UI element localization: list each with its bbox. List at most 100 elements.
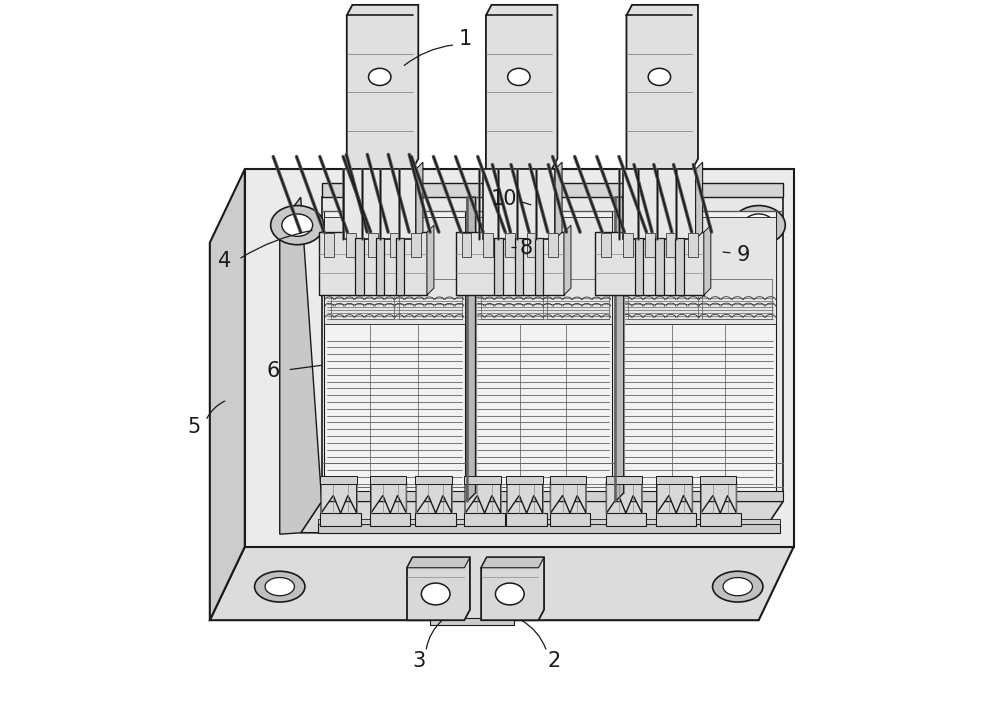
Bar — [623, 233, 633, 258]
Polygon shape — [322, 197, 783, 501]
Bar — [606, 513, 646, 526]
Bar — [535, 238, 543, 295]
Bar — [700, 513, 741, 526]
Bar — [483, 233, 493, 258]
Bar — [376, 238, 384, 295]
Text: 2: 2 — [548, 651, 561, 670]
Bar — [355, 238, 364, 295]
Bar — [320, 524, 457, 531]
Polygon shape — [626, 5, 698, 169]
Polygon shape — [467, 197, 476, 501]
Ellipse shape — [648, 68, 671, 86]
Bar — [494, 238, 503, 295]
Polygon shape — [280, 197, 322, 534]
Bar — [324, 233, 334, 258]
Bar — [464, 513, 505, 526]
Text: 5: 5 — [187, 416, 200, 437]
Bar — [645, 233, 655, 258]
Polygon shape — [606, 482, 642, 513]
Polygon shape — [427, 225, 434, 295]
Ellipse shape — [713, 571, 763, 602]
Text: 8: 8 — [520, 237, 533, 258]
Bar — [390, 233, 399, 258]
Text: 10: 10 — [491, 189, 517, 208]
Bar — [464, 476, 501, 484]
Ellipse shape — [255, 571, 305, 602]
Bar — [623, 169, 696, 239]
Text: 6: 6 — [267, 361, 280, 380]
Bar — [415, 476, 452, 484]
Polygon shape — [210, 169, 245, 620]
Polygon shape — [564, 225, 571, 295]
Bar — [547, 279, 609, 319]
Ellipse shape — [723, 578, 752, 596]
Bar — [702, 279, 772, 319]
Ellipse shape — [508, 68, 530, 86]
Polygon shape — [407, 557, 470, 568]
Polygon shape — [481, 557, 544, 620]
Bar — [331, 279, 394, 319]
Bar — [462, 233, 471, 258]
Bar — [370, 513, 410, 526]
Bar — [430, 618, 514, 625]
Bar — [621, 211, 776, 494]
Polygon shape — [347, 5, 418, 169]
Bar — [550, 476, 586, 484]
Bar — [605, 524, 741, 531]
Bar — [483, 169, 555, 239]
Bar — [324, 217, 465, 324]
Polygon shape — [696, 162, 703, 239]
Polygon shape — [322, 491, 783, 501]
Polygon shape — [245, 169, 794, 547]
Ellipse shape — [732, 206, 785, 245]
Bar — [318, 524, 780, 533]
Polygon shape — [704, 225, 711, 295]
Polygon shape — [550, 482, 586, 513]
Bar — [474, 217, 612, 324]
Bar — [368, 233, 378, 258]
Bar — [666, 233, 676, 258]
Bar — [655, 238, 664, 295]
Bar — [481, 279, 543, 319]
Bar — [411, 233, 421, 258]
Bar — [324, 211, 465, 494]
Ellipse shape — [265, 578, 294, 596]
Bar — [621, 217, 776, 324]
Bar — [527, 233, 536, 258]
Bar — [320, 476, 357, 484]
Polygon shape — [657, 482, 692, 513]
Polygon shape — [416, 482, 452, 513]
Ellipse shape — [495, 583, 524, 605]
Polygon shape — [301, 501, 783, 533]
Bar — [606, 476, 642, 484]
Ellipse shape — [421, 583, 450, 605]
Bar — [399, 279, 462, 319]
Polygon shape — [486, 5, 557, 169]
Polygon shape — [701, 482, 736, 513]
Ellipse shape — [282, 214, 313, 237]
Polygon shape — [371, 482, 406, 513]
Bar — [474, 211, 612, 494]
Polygon shape — [321, 482, 357, 513]
Bar — [346, 233, 356, 258]
Bar — [656, 513, 696, 526]
Polygon shape — [322, 183, 783, 197]
Bar — [601, 233, 611, 258]
Bar — [675, 238, 684, 295]
Bar — [688, 233, 698, 258]
Bar — [506, 476, 543, 484]
Bar — [635, 238, 643, 295]
Bar — [415, 513, 456, 526]
Text: 1: 1 — [458, 29, 472, 49]
Text: 9: 9 — [737, 244, 750, 265]
Text: 4: 4 — [218, 251, 231, 272]
Polygon shape — [555, 162, 562, 239]
Bar — [628, 279, 698, 319]
Polygon shape — [416, 162, 423, 239]
Bar — [320, 513, 361, 526]
Bar — [456, 232, 564, 295]
Polygon shape — [210, 547, 794, 620]
Bar — [318, 519, 780, 524]
Bar — [515, 238, 523, 295]
Bar — [396, 238, 404, 295]
